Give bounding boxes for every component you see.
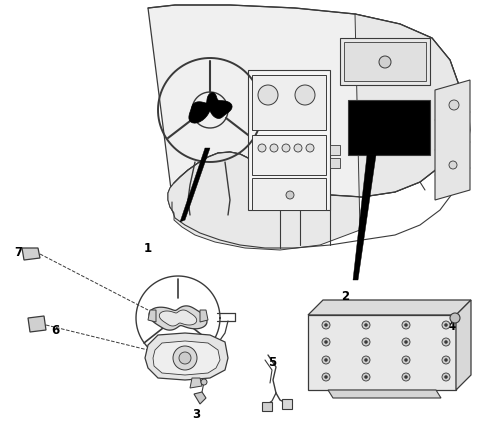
- Circle shape: [364, 376, 368, 379]
- Circle shape: [362, 373, 370, 381]
- Circle shape: [258, 85, 278, 105]
- Circle shape: [449, 161, 457, 169]
- Polygon shape: [308, 315, 456, 390]
- Circle shape: [379, 56, 391, 68]
- Circle shape: [294, 144, 302, 152]
- Polygon shape: [145, 333, 228, 380]
- Circle shape: [173, 346, 197, 370]
- Circle shape: [442, 356, 450, 364]
- Circle shape: [444, 359, 447, 362]
- Circle shape: [405, 359, 408, 362]
- Polygon shape: [189, 92, 232, 123]
- Circle shape: [405, 376, 408, 379]
- Circle shape: [286, 191, 294, 199]
- Circle shape: [322, 321, 330, 329]
- Polygon shape: [22, 248, 40, 260]
- Circle shape: [258, 144, 266, 152]
- Text: 4: 4: [448, 319, 456, 333]
- Circle shape: [402, 338, 410, 346]
- Text: 1: 1: [144, 241, 152, 255]
- Circle shape: [362, 356, 370, 364]
- Circle shape: [270, 144, 278, 152]
- Circle shape: [282, 144, 290, 152]
- Circle shape: [306, 144, 314, 152]
- Circle shape: [402, 321, 410, 329]
- Polygon shape: [348, 100, 430, 155]
- Circle shape: [442, 338, 450, 346]
- Polygon shape: [328, 390, 441, 398]
- Polygon shape: [344, 42, 426, 81]
- Polygon shape: [194, 392, 206, 404]
- Polygon shape: [353, 155, 376, 280]
- Text: 7: 7: [14, 245, 22, 259]
- Polygon shape: [308, 300, 471, 315]
- Polygon shape: [262, 402, 272, 411]
- Circle shape: [179, 352, 191, 364]
- Polygon shape: [456, 300, 471, 390]
- Polygon shape: [153, 341, 220, 375]
- Text: 6: 6: [51, 323, 59, 336]
- Text: 5: 5: [268, 356, 276, 369]
- Circle shape: [444, 323, 447, 326]
- Circle shape: [444, 376, 447, 379]
- Circle shape: [295, 85, 315, 105]
- Polygon shape: [148, 5, 460, 213]
- Polygon shape: [248, 70, 330, 210]
- Circle shape: [362, 321, 370, 329]
- Circle shape: [402, 356, 410, 364]
- Circle shape: [324, 323, 327, 326]
- Polygon shape: [149, 306, 207, 330]
- Polygon shape: [330, 158, 340, 168]
- Circle shape: [364, 323, 368, 326]
- Circle shape: [324, 376, 327, 379]
- Circle shape: [324, 340, 327, 343]
- Circle shape: [324, 359, 327, 362]
- Text: 2: 2: [341, 290, 349, 303]
- Polygon shape: [159, 310, 197, 326]
- Polygon shape: [190, 378, 202, 388]
- Polygon shape: [252, 178, 326, 210]
- Polygon shape: [252, 75, 326, 130]
- Polygon shape: [340, 38, 430, 85]
- Polygon shape: [252, 135, 326, 175]
- Circle shape: [442, 321, 450, 329]
- Circle shape: [201, 379, 207, 385]
- Polygon shape: [330, 145, 340, 155]
- Polygon shape: [180, 148, 210, 222]
- Polygon shape: [28, 316, 46, 332]
- Circle shape: [405, 340, 408, 343]
- Polygon shape: [435, 80, 470, 200]
- Polygon shape: [148, 310, 156, 322]
- Text: 3: 3: [192, 409, 200, 421]
- Circle shape: [364, 359, 368, 362]
- Polygon shape: [200, 310, 208, 322]
- Circle shape: [322, 338, 330, 346]
- Circle shape: [402, 373, 410, 381]
- Circle shape: [449, 100, 459, 110]
- Circle shape: [405, 323, 408, 326]
- Polygon shape: [282, 399, 292, 409]
- Circle shape: [322, 356, 330, 364]
- Circle shape: [444, 340, 447, 343]
- Circle shape: [364, 340, 368, 343]
- Circle shape: [362, 338, 370, 346]
- Polygon shape: [168, 14, 460, 250]
- Circle shape: [450, 313, 460, 323]
- Circle shape: [322, 373, 330, 381]
- Circle shape: [442, 373, 450, 381]
